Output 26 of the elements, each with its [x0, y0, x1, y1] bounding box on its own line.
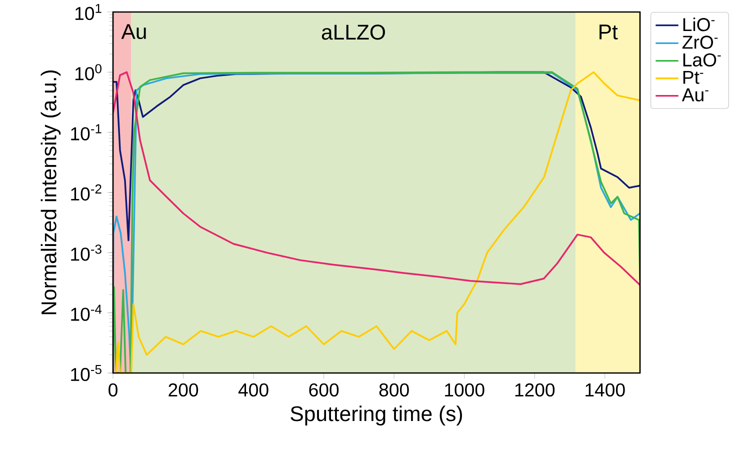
y-axis-title: Normalized intensity (a.u.)	[40, 70, 61, 314]
x-tick-label: 1400	[586, 383, 625, 397]
legend-label: Pt$^{-}$	[683, 70, 704, 84]
x-tick-label: 0	[108, 383, 118, 397]
legend-label: Au$^{-}$	[682, 88, 708, 102]
y-tick-label: 10$^{-3}$	[71, 244, 102, 261]
y-tick-label: 10$^{-5}$	[71, 364, 102, 382]
line-series	[113, 71, 640, 286]
y-tick-label: 10$^{0}$	[75, 64, 102, 80]
x-tick-label: 800	[379, 383, 409, 397]
legend-label: ZrO$^{-}$	[682, 36, 718, 49]
x-tick-label: 1000	[445, 383, 484, 397]
y-tick-label: 10$^{-2}$	[71, 184, 102, 201]
band-label: aLLZO	[322, 24, 385, 40]
y-tick-label: 10$^{1}$	[75, 4, 102, 20]
band-label: Pt	[600, 24, 618, 40]
band-label: Au	[121, 24, 146, 40]
x-tick-label: 600	[309, 383, 339, 397]
x-tick-label: 400	[238, 383, 268, 397]
legend-label: LiO$^{-}$	[683, 18, 715, 32]
x-axis-title: Sputtering time (s)	[290, 406, 462, 426]
y-tick-label: 10$^{-4}$	[71, 304, 102, 321]
x-tick-label: 1200	[515, 383, 555, 397]
x-tick-label: 200	[168, 383, 198, 397]
legend-label: LaO$^{-}$	[683, 53, 721, 67]
y-tick-label: 10$^{-1}$	[71, 124, 102, 140]
